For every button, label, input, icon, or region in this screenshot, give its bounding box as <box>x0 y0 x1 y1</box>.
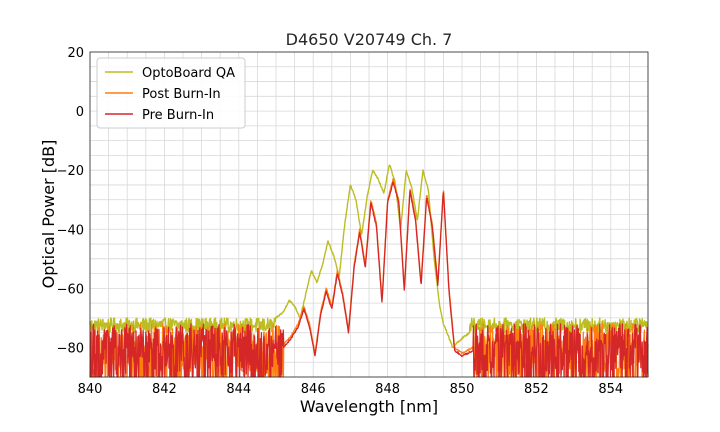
x-tick-label: 842 <box>152 382 177 397</box>
series-layer <box>89 164 649 384</box>
y-tick-label: −20 <box>57 164 84 179</box>
legend-label: OptoBoard QA <box>142 66 235 81</box>
bottom-margin <box>0 377 720 432</box>
plot-frame <box>89 51 649 378</box>
y-axis-label: Optical Power [dB] <box>39 140 58 289</box>
x-axis-label: Wavelength [nm] <box>300 397 438 416</box>
x-tick-label: 854 <box>598 382 623 397</box>
tick-labels: 840 842 844 846 848 850 852 854 20 0 −20 −40 −60 −80 <box>57 46 624 397</box>
x-tick-label: 846 <box>301 382 326 397</box>
legend-label: Pre Burn-In <box>142 108 214 123</box>
y-tick-label: −60 <box>57 282 84 297</box>
y-tick-label: −80 <box>57 341 84 356</box>
legend-label: Post Burn-In <box>142 87 221 102</box>
y-tick-label: −40 <box>57 223 84 238</box>
x-tick-label: 844 <box>226 382 251 397</box>
y-tick-label: 20 <box>67 46 84 61</box>
y-tick-label: 0 <box>76 105 84 120</box>
x-tick-label: 848 <box>375 382 400 397</box>
x-tick-label: 852 <box>524 382 549 397</box>
legend-box <box>96 57 246 129</box>
series-line-3 <box>89 181 649 384</box>
x-tick-label: 840 <box>78 382 103 397</box>
chart-title: D4650 V20749 Ch. 7 <box>286 30 453 49</box>
legend: OptoBoard QA Post Burn-In Pre Burn-In <box>96 57 246 129</box>
x-tick-label: 850 <box>450 382 475 397</box>
